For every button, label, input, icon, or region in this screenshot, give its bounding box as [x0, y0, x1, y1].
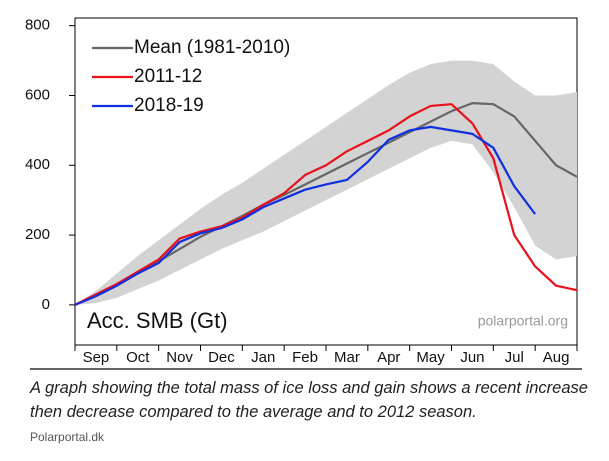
- x-tick-label: Jan: [251, 349, 275, 366]
- x-tick-label: Oct: [126, 349, 150, 366]
- x-tick-label: Jul: [505, 349, 524, 366]
- x-tick-label: Dec: [208, 349, 235, 366]
- y-tick-label: 200: [25, 226, 50, 243]
- x-tick-label: Sep: [83, 349, 110, 366]
- y-tick-label: 400: [25, 156, 50, 173]
- x-tick-label: Nov: [166, 349, 193, 366]
- chart: 0 200 400 600 800 Sep Oct Nov Dec Jan Feb Mar Apr May…: [25, 17, 582, 370]
- series-line: [74, 102, 578, 306]
- source: Polarportal.dk: [30, 430, 105, 444]
- series-line: [74, 103, 578, 306]
- y-tick-label: 600: [25, 86, 50, 103]
- watermark: polarportal.org: [478, 313, 568, 329]
- y-tick-label: 800: [25, 17, 50, 34]
- legend-label: Mean (1981-2010): [134, 37, 290, 58]
- y-tick-label: 0: [42, 296, 50, 313]
- range-band: [75, 60, 577, 305]
- x-tick-label: Feb: [292, 349, 318, 366]
- x-tick-label: Aug: [543, 349, 570, 366]
- legend-label: 2018-19: [134, 95, 204, 116]
- x-tick-label: May: [416, 349, 445, 366]
- series-line: [74, 125, 537, 306]
- legend-label: 2011-12: [134, 66, 202, 87]
- axis-annotation: Acc. SMB (Gt): [87, 308, 228, 333]
- caption: A graph showing the total mass of ice lo…: [30, 379, 588, 421]
- x-tick-label: Apr: [377, 349, 400, 366]
- x-tick-label: Mar: [334, 349, 360, 366]
- x-tick-label: Jun: [460, 349, 484, 366]
